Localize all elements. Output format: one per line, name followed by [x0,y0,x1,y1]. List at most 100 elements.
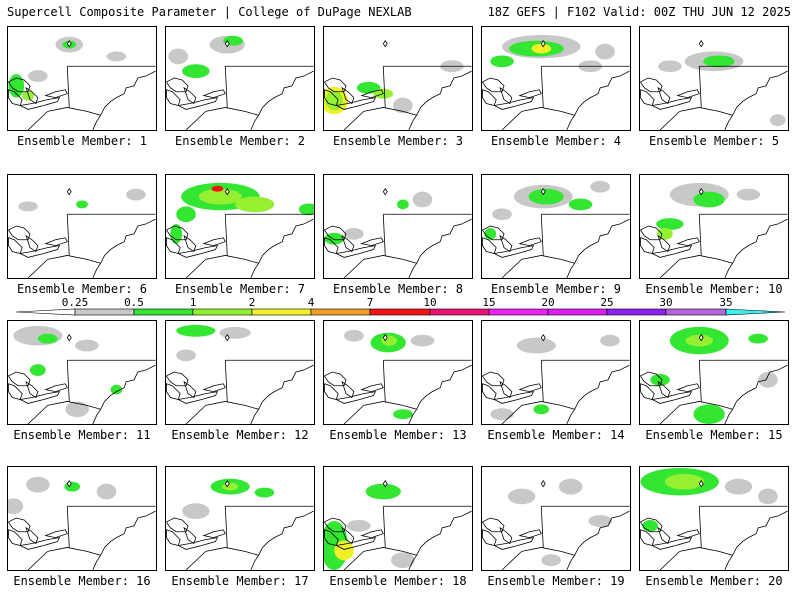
lake-outline [8,517,31,533]
parameter-contour [30,364,46,376]
boundary-line [408,70,472,130]
boundary-line [679,401,733,410]
lake-outline [518,89,542,99]
lake-outline [44,529,68,539]
lake-outline [482,225,505,241]
map-canvas [8,476,156,570]
boundary-line [363,547,417,556]
map-canvas [166,182,314,278]
boundary-line [92,364,156,424]
parameter-contour [595,43,615,60]
map-canvas [640,40,788,130]
station-diamond-icon [698,334,704,342]
boundary-line [205,401,259,410]
color-bar: 0.25 0.5 1 2 4 7 10 15 20 25 30 35 [15,296,786,316]
lake-outline [183,234,197,253]
ensemble-map-panel [165,26,315,131]
parameter-contour [298,203,314,216]
header-title: Supercell Composite Parameter | College … [7,5,412,19]
colorbar-tick-label: 35 [719,296,732,309]
parameter-contour [724,478,753,495]
ensemble-map-panel [481,26,631,131]
boundary-line [250,218,314,278]
station-diamond-icon [698,188,704,196]
boundary-line [679,255,733,264]
ensemble-map-panel [165,320,315,425]
station-diamond-icon [540,480,546,488]
ensemble-member-label: Ensemble Member: 2 [174,134,306,148]
parameter-contour [106,51,127,62]
parameter-contour [182,503,210,519]
parameter-contour [344,227,364,240]
boundary-line [540,214,544,256]
station-diamond-icon [698,40,704,48]
boundary-line [679,107,733,116]
parameter-contour [693,191,725,208]
lake-outline [518,237,542,247]
ensemble-member-label: Ensemble Member: 1 [16,134,148,148]
boundary-line [343,111,364,130]
station-diamond-icon [66,40,72,48]
boundary-line [659,551,680,570]
station-diamond-icon [224,188,230,196]
station-diamond-icon [540,188,546,196]
lake-outline [360,237,384,247]
lake-outline [657,86,671,105]
lake-outline [334,97,377,110]
lake-outline [8,529,23,546]
lake-outline [166,529,181,546]
colorbar-tick-label: 15 [482,296,495,309]
boundary-line [343,405,364,424]
lake-outline [676,529,700,539]
lake-outline [499,86,513,105]
ensemble-map-panel [639,466,789,571]
boundary-line [66,506,70,548]
colorbar-segment [665,308,727,316]
station-diamond-icon [382,188,388,196]
boundary-line [698,66,702,108]
boundary-line [408,218,472,278]
parameter-contour [528,188,564,205]
boundary-line [566,70,630,130]
map-canvas [324,480,472,570]
parameter-contour [170,224,183,244]
lake-outline [518,529,542,539]
boundary-line [521,401,575,410]
parameter-contour [490,55,514,68]
map-canvas [640,326,788,424]
lake-outline [640,225,663,241]
parameter-contour [198,188,242,205]
parameter-contour [516,337,556,354]
colorbar-segment [74,308,135,316]
parameter-contour [28,70,48,82]
lake-outline [482,529,497,546]
parameter-contour [758,488,778,505]
parameter-contour [758,372,778,388]
parameter-contour [168,48,189,65]
ensemble-map-panel [323,26,473,131]
colorbar-lower-extend [15,308,76,316]
ensemble-map-panel [481,466,631,571]
ensemble-member-label: Ensemble Member: 20 [645,574,783,588]
lake-outline [334,391,377,404]
parameter-contour [590,180,610,193]
parameter-contour [541,554,561,567]
boundary-line [185,551,206,570]
parameter-contour [211,185,224,192]
parameter-contour [222,482,239,491]
lake-outline [360,529,384,539]
parameter-contour [346,519,371,532]
lake-outline [324,77,347,93]
station-diamond-icon [540,40,546,48]
lake-outline [166,225,189,241]
parameter-contour [600,334,620,347]
parameter-contour [531,43,552,54]
parameter-contour [410,334,435,347]
parameter-contour [568,198,593,211]
map-canvas [8,36,156,130]
parameter-contour [126,188,146,201]
ensemble-member-label: Ensemble Member: 14 [487,428,625,442]
boundary-line [92,218,156,278]
lake-outline [18,97,61,110]
lake-outline [341,380,355,399]
